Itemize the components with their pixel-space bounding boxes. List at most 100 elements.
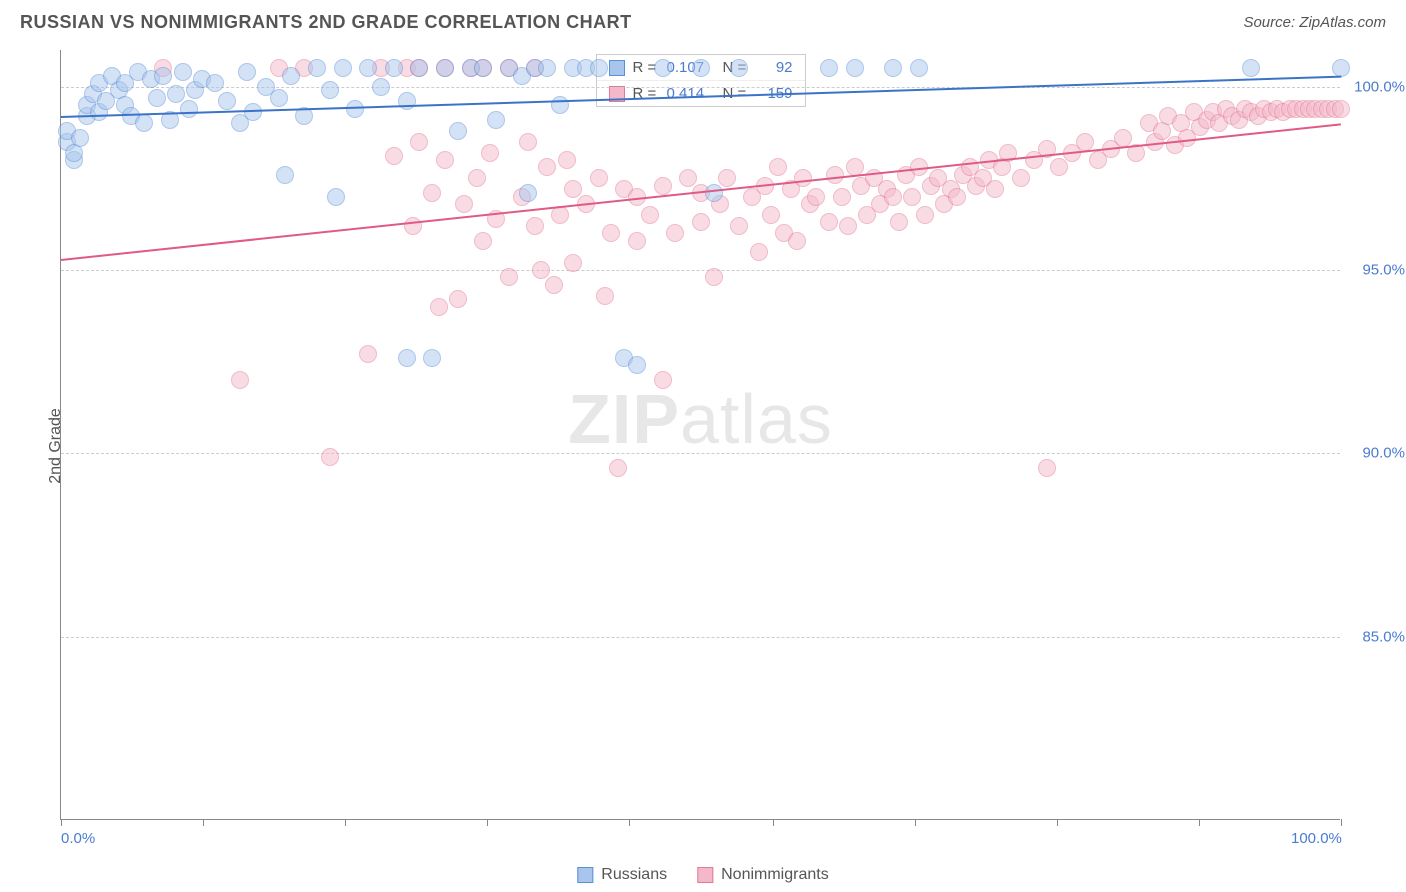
scatter-point-nonimmigrants: [519, 133, 537, 151]
scatter-point-nonimmigrants: [602, 224, 620, 242]
scatter-point-russians: [474, 59, 492, 77]
scatter-point-nonimmigrants: [1076, 133, 1094, 151]
scatter-point-russians: [692, 59, 710, 77]
scatter-point-nonimmigrants: [596, 287, 614, 305]
x-tick-label: 100.0%: [1291, 830, 1342, 847]
x-tick: [487, 819, 488, 826]
scatter-point-nonimmigrants: [769, 158, 787, 176]
y-tick-label: 100.0%: [1354, 78, 1405, 95]
scatter-point-russians: [519, 184, 537, 202]
scatter-point-nonimmigrants: [526, 217, 544, 235]
scatter-point-nonimmigrants: [820, 213, 838, 231]
scatter-point-russians: [449, 122, 467, 140]
x-tick: [773, 819, 774, 826]
watermark: ZIPatlas: [568, 379, 833, 459]
scatter-point-russians: [238, 63, 256, 81]
scatter-point-nonimmigrants: [750, 243, 768, 261]
scatter-point-russians: [154, 67, 172, 85]
scatter-point-nonimmigrants: [903, 188, 921, 206]
scatter-point-russians: [385, 59, 403, 77]
legend-item: Nonimmigrants: [697, 866, 829, 884]
scatter-point-russians: [551, 96, 569, 114]
scatter-point-nonimmigrants: [1038, 459, 1056, 477]
x-tick-label: 0.0%: [61, 830, 95, 847]
scatter-point-nonimmigrants: [423, 184, 441, 202]
scatter-point-nonimmigrants: [730, 217, 748, 235]
scatter-point-nonimmigrants: [884, 188, 902, 206]
scatter-point-nonimmigrants: [481, 144, 499, 162]
scatter-point-nonimmigrants: [455, 195, 473, 213]
scatter-point-nonimmigrants: [762, 206, 780, 224]
scatter-point-nonimmigrants: [654, 371, 672, 389]
scatter-point-russians: [628, 356, 646, 374]
scatter-point-russians: [327, 188, 345, 206]
scatter-point-nonimmigrants: [666, 224, 684, 242]
scatter-point-russians: [820, 59, 838, 77]
scatter-point-nonimmigrants: [385, 147, 403, 165]
plot-canvas: ZIPatlas R =0.107N =92R =0.414N =159 85.…: [60, 50, 1340, 820]
scatter-point-nonimmigrants: [1050, 158, 1068, 176]
scatter-point-nonimmigrants: [718, 169, 736, 187]
scatter-point-russians: [174, 63, 192, 81]
scatter-point-russians: [705, 184, 723, 202]
y-tick-label: 90.0%: [1362, 445, 1405, 462]
scatter-point-nonimmigrants: [628, 232, 646, 250]
gridline: [61, 87, 1340, 88]
scatter-point-nonimmigrants: [654, 177, 672, 195]
scatter-point-nonimmigrants: [545, 276, 563, 294]
x-tick: [203, 819, 204, 826]
y-tick-label: 95.0%: [1362, 262, 1405, 279]
scatter-point-nonimmigrants: [1332, 100, 1350, 118]
scatter-point-nonimmigrants: [807, 188, 825, 206]
scatter-point-russians: [359, 59, 377, 77]
scatter-point-russians: [398, 92, 416, 110]
chart-plot-area: ZIPatlas R =0.107N =92R =0.414N =159 85.…: [60, 50, 1340, 820]
legend-n-value: 92: [757, 59, 793, 76]
scatter-point-russians: [167, 85, 185, 103]
scatter-point-russians: [71, 129, 89, 147]
scatter-point-nonimmigrants: [538, 158, 556, 176]
scatter-point-nonimmigrants: [826, 166, 844, 184]
legend-label: Nonimmigrants: [721, 866, 829, 884]
scatter-point-russians: [218, 92, 236, 110]
scatter-point-russians: [410, 59, 428, 77]
legend-swatch: [697, 867, 713, 883]
scatter-point-nonimmigrants: [679, 169, 697, 187]
scatter-point-nonimmigrants: [231, 371, 249, 389]
legend-swatch: [577, 867, 593, 883]
scatter-point-nonimmigrants: [359, 345, 377, 363]
series-legend: Russians Nonimmigrants: [577, 866, 828, 884]
scatter-point-nonimmigrants: [468, 169, 486, 187]
scatter-point-russians: [884, 59, 902, 77]
legend-item: Russians: [577, 866, 667, 884]
scatter-point-russians: [321, 81, 339, 99]
scatter-point-russians: [590, 59, 608, 77]
scatter-point-nonimmigrants: [833, 188, 851, 206]
scatter-point-nonimmigrants: [436, 151, 454, 169]
scatter-point-nonimmigrants: [410, 133, 428, 151]
scatter-point-russians: [270, 89, 288, 107]
scatter-point-nonimmigrants: [404, 217, 422, 235]
scatter-point-russians: [487, 111, 505, 129]
scatter-point-russians: [730, 59, 748, 77]
scatter-point-nonimmigrants: [564, 254, 582, 272]
scatter-point-nonimmigrants: [558, 151, 576, 169]
scatter-point-russians: [654, 59, 672, 77]
scatter-point-nonimmigrants: [449, 290, 467, 308]
scatter-point-russians: [398, 349, 416, 367]
scatter-point-russians: [282, 67, 300, 85]
x-tick: [1199, 819, 1200, 826]
scatter-point-nonimmigrants: [839, 217, 857, 235]
scatter-point-russians: [538, 59, 556, 77]
scatter-point-nonimmigrants: [794, 169, 812, 187]
scatter-point-nonimmigrants: [321, 448, 339, 466]
scatter-point-nonimmigrants: [641, 206, 659, 224]
scatter-point-nonimmigrants: [986, 180, 1004, 198]
scatter-point-russians: [276, 166, 294, 184]
scatter-point-russians: [910, 59, 928, 77]
scatter-point-russians: [244, 103, 262, 121]
scatter-point-russians: [1332, 59, 1350, 77]
x-tick: [1057, 819, 1058, 826]
x-tick: [915, 819, 916, 826]
scatter-point-russians: [846, 59, 864, 77]
